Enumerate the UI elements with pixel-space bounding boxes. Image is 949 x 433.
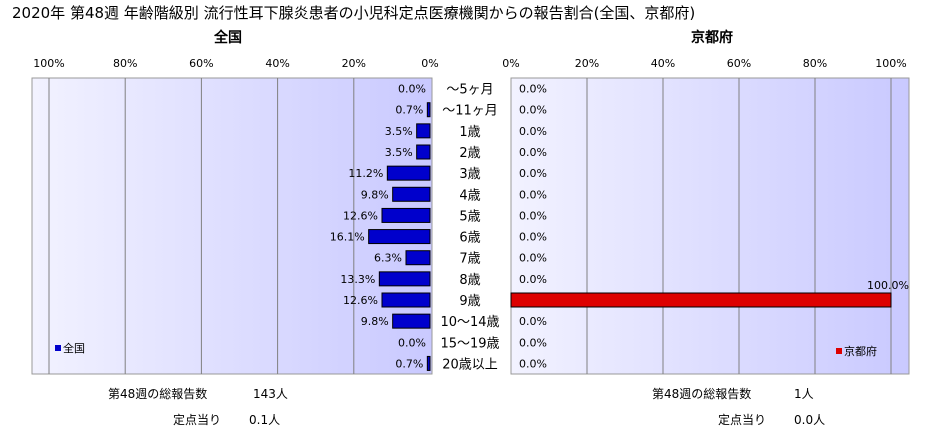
- national-panel-title: 全国: [213, 29, 242, 46]
- national-bar: [368, 229, 431, 245]
- national-bar-value-label: 11.2%: [348, 167, 383, 180]
- national-bar: [392, 186, 431, 202]
- kyoto-per-value: 0.0人: [794, 413, 825, 427]
- kyoto-bar-value-label: 0.0%: [519, 83, 547, 96]
- national-bar: [416, 123, 431, 139]
- national-bar: [386, 165, 431, 181]
- national-bar-value-label: 0.7%: [395, 357, 423, 370]
- national-tick-label: 40%: [265, 57, 289, 70]
- kyoto-tick-label: 60%: [727, 57, 751, 70]
- national-bar-value-label: 3.5%: [385, 146, 413, 159]
- category-label: 2歳: [459, 146, 480, 161]
- category-label: 9歳: [459, 294, 480, 309]
- category-label: 20歳以上: [442, 357, 498, 372]
- kyoto-bars: 0.0% 0.0% 0.0% 0.0% 0.0% 0.0% 0.0% 0.0% 0.0% 0.0%…: [510, 83, 909, 370]
- national-legend-swatch: [55, 345, 61, 351]
- national-tick-label: 80%: [113, 57, 137, 70]
- national-bar-value-label: 0.7%: [395, 104, 423, 117]
- national-bar-value-label: 0.0%: [398, 83, 426, 96]
- kyoto-bar: [510, 292, 892, 308]
- kyoto-bar-value-label: 0.0%: [519, 104, 547, 117]
- national-legend: 全国: [55, 341, 85, 355]
- national-legend-label: 全国: [63, 341, 85, 355]
- category-labels: ～5ヶ月 ～11ヶ月 1歳 2歳 3歳 4歳 5歳 6歳 7歳 8歳 9歳 10～14歳 15～19歳 2…: [440, 83, 499, 373]
- category-label: 5歳: [459, 209, 480, 224]
- national-bar-value-label: 13.3%: [340, 273, 375, 286]
- kyoto-bar-value-label: 0.0%: [519, 125, 547, 138]
- national-total-label: 第48週の総報告数: [108, 386, 207, 401]
- category-label: 1歳: [459, 125, 480, 140]
- national-gridlines: [48, 78, 355, 374]
- national-total-value: 143人: [253, 387, 288, 401]
- kyoto-tick-label: 20%: [575, 57, 599, 70]
- national-bar-value-label: 12.6%: [343, 209, 378, 222]
- kyoto-tick-label: 100%: [875, 57, 906, 70]
- category-label: 6歳: [459, 231, 480, 246]
- category-label: 15～19歳: [440, 336, 499, 351]
- national-bar-value-label: 9.8%: [361, 188, 389, 201]
- national-bar: [381, 207, 431, 223]
- kyoto-tick-label: 0%: [502, 57, 519, 70]
- category-label: 8歳: [459, 273, 480, 288]
- kyoto-bar-value-label: 0.0%: [519, 231, 547, 244]
- kyoto-legend-label: 京都府: [844, 344, 877, 358]
- national-tick-label: 100%: [33, 57, 64, 70]
- category-label: 3歳: [459, 167, 480, 182]
- national-bar: [378, 271, 431, 287]
- national-bar-value-label: 3.5%: [385, 125, 413, 138]
- kyoto-axis-ticks: 0% 20% 40% 60% 80% 100%: [502, 57, 906, 70]
- kyoto-per-label: 定点当り: [718, 412, 766, 427]
- national-tick-label: 20%: [342, 57, 366, 70]
- national-plot-area: [31, 77, 433, 375]
- kyoto-gridlines: [586, 78, 892, 374]
- kyoto-bar-value-label: 100.0%: [867, 279, 909, 292]
- kyoto-bar-value-label: 0.0%: [519, 315, 547, 328]
- kyoto-bar-value-label: 0.0%: [519, 146, 547, 159]
- national-bar: [416, 144, 431, 160]
- kyoto-tick-label: 40%: [651, 57, 675, 70]
- category-label: 4歳: [459, 188, 480, 203]
- national-bar: [426, 355, 431, 371]
- national-tick-label: 0%: [421, 57, 438, 70]
- national-bar-value-label: 12.6%: [343, 294, 378, 307]
- chart-title: 2020年 第48週 年齢階級別 流行性耳下腺炎患者の小児科定点医療機関からの報…: [12, 4, 695, 22]
- kyoto-bar-value-label: 0.0%: [519, 273, 547, 286]
- kyoto-legend-swatch: [836, 348, 842, 354]
- kyoto-bar-value-label: 0.0%: [519, 167, 547, 180]
- national-bar-value-label: 6.3%: [374, 252, 402, 265]
- national-tick-label: 60%: [189, 57, 213, 70]
- kyoto-tick-label: 80%: [803, 57, 827, 70]
- kyoto-plot-area: [510, 77, 910, 375]
- national-bar: [392, 313, 431, 329]
- kyoto-total-value: 1人: [794, 387, 814, 401]
- category-label: ～5ヶ月: [446, 83, 493, 98]
- national-per-label: 定点当り: [173, 412, 221, 427]
- national-bar-value-label: 0.0%: [398, 336, 426, 349]
- kyoto-bar-value-label: 0.0%: [519, 209, 547, 222]
- national-axis-ticks: 100% 80% 60% 40% 20% 0%: [33, 57, 438, 70]
- category-label: ～11ヶ月: [442, 104, 498, 119]
- national-bars: 0.0%0.7%3.5%3.5%11.2%9.8%12.6%16.1%6.3%1…: [330, 83, 431, 371]
- national-bar-value-label: 9.8%: [361, 315, 389, 328]
- kyoto-bar-value-label: 0.0%: [519, 188, 547, 201]
- national-bar-value-label: 16.1%: [330, 231, 365, 244]
- kyoto-legend: 京都府: [836, 344, 877, 358]
- category-label: 10～14歳: [440, 315, 499, 330]
- national-bar: [405, 250, 431, 266]
- kyoto-bar-value-label: 0.0%: [519, 336, 547, 349]
- national-bar: [381, 292, 431, 308]
- kyoto-total-label: 第48週の総報告数: [652, 386, 751, 401]
- kyoto-bar-value-label: 0.0%: [519, 357, 547, 370]
- kyoto-bar-value-label: 0.0%: [519, 252, 547, 265]
- national-per-value: 0.1人: [249, 413, 280, 427]
- kyoto-panel-title: 京都府: [691, 29, 733, 46]
- category-label: 7歳: [459, 252, 480, 267]
- national-bar: [426, 102, 431, 118]
